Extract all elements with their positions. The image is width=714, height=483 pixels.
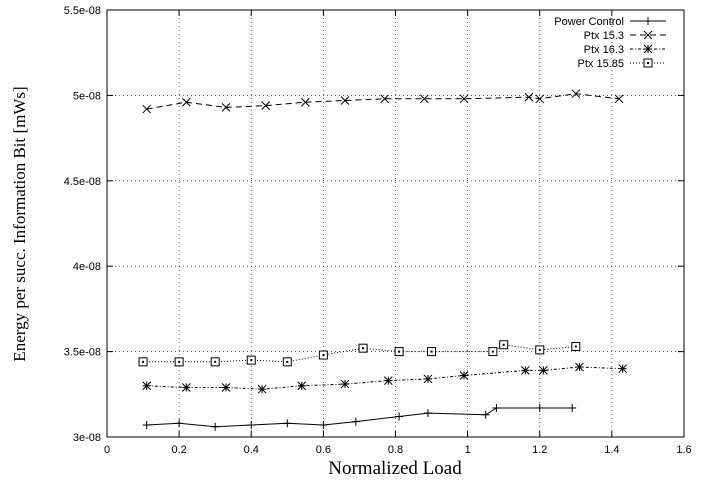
- data-point: [297, 381, 307, 391]
- legend-swatch-marker: [643, 44, 653, 54]
- series-line: [146, 407, 573, 428]
- data-point: [358, 343, 368, 353]
- axis-ticks: 0 0.2 0.4 0.6 0.8 1 1.2 1.4 1.6 3e-08 3.5e-08 4e-08…: [64, 5, 692, 456]
- series-ptx-15-3: [142, 89, 624, 114]
- legend-label: Ptx 15.3: [584, 30, 624, 42]
- y-tick-label: 3.5e-08: [64, 347, 101, 359]
- data-point: [340, 379, 350, 389]
- data-point: [261, 101, 271, 111]
- legend-label: Ptx 15.85: [578, 58, 624, 70]
- data-point: [419, 94, 429, 104]
- data-point: [318, 350, 328, 360]
- data-point: [618, 364, 628, 374]
- data-point: [459, 371, 469, 380]
- x-axis-title: Normalized Load: [328, 458, 462, 479]
- y-tick-label: 4.5e-08: [64, 176, 101, 188]
- data-point: [221, 103, 231, 112]
- data-point: [395, 412, 404, 421]
- data-point: [614, 94, 624, 104]
- data-point: [535, 403, 544, 412]
- legend-label: Ptx 16.3: [584, 44, 624, 56]
- data-point: [535, 345, 545, 355]
- data-point: [488, 347, 498, 357]
- data-point: [459, 94, 469, 104]
- data-point: [257, 384, 267, 394]
- data-point: [571, 341, 581, 351]
- data-point: [246, 355, 256, 365]
- data-point: [492, 403, 501, 412]
- data-point: [520, 366, 530, 375]
- x-tick-label: 0: [104, 444, 110, 456]
- data-point: [351, 417, 360, 426]
- data-point: [423, 374, 433, 384]
- x-tick-label: 1.6: [676, 444, 691, 456]
- data-point: [211, 422, 220, 431]
- legend: Power Control Ptx 15.3 Ptx 16.3 Ptx 15.85: [554, 16, 666, 70]
- series-power-control: [142, 403, 577, 431]
- x-tick-label: 1: [465, 444, 471, 456]
- y-tick-label: 5e-08: [73, 90, 101, 102]
- data-point: [174, 357, 184, 367]
- y-axis-title: Energy per succ. Information Bit [mWs]: [10, 86, 29, 361]
- data-point: [394, 347, 404, 357]
- legend-swatch-marker: [644, 17, 652, 25]
- data-point: [568, 403, 577, 412]
- data-point: [535, 94, 545, 104]
- series-ptx-16-3: [142, 362, 628, 394]
- data-point: [210, 357, 220, 367]
- x-tick-label: 0.2: [171, 444, 186, 456]
- data-point: [142, 104, 152, 114]
- y-tick-label: 5.5e-08: [64, 5, 101, 17]
- series-line: [146, 93, 620, 110]
- data-point: [499, 340, 509, 350]
- data-point: [340, 96, 350, 105]
- y-tick-label: 4e-08: [73, 261, 101, 273]
- data-point: [524, 92, 534, 102]
- data-point: [138, 357, 148, 367]
- series-line: [146, 366, 623, 390]
- x-tick-label: 1.4: [604, 444, 619, 456]
- data-point: [175, 419, 184, 428]
- x-tick-label: 0.6: [316, 444, 331, 456]
- data-point: [221, 383, 231, 392]
- data-point: [181, 383, 191, 392]
- legend-label: Power Control: [554, 16, 624, 28]
- series-ptx-15-85: [138, 340, 581, 367]
- x-tick-label: 1.2: [532, 444, 547, 456]
- data-point: [142, 381, 152, 391]
- data-point: [247, 421, 256, 430]
- data-point: [283, 419, 292, 428]
- x-tick-label: 0.4: [244, 444, 259, 456]
- data-point: [142, 421, 151, 430]
- x-tick-label: 0.8: [388, 444, 403, 456]
- grid-lines: [107, 10, 684, 437]
- data-point: [383, 376, 393, 385]
- legend-swatch-marker: [643, 58, 653, 68]
- data-point: [571, 89, 581, 99]
- data-point: [282, 357, 292, 367]
- data-point: [539, 366, 548, 375]
- data-point: [575, 362, 584, 372]
- data-point: [300, 97, 310, 107]
- data-point: [181, 97, 191, 107]
- data-point: [380, 94, 390, 104]
- data-point: [481, 410, 490, 419]
- legend-swatch-marker: [643, 30, 653, 40]
- data-point: [423, 409, 432, 418]
- series-layer: [138, 89, 628, 431]
- y-tick-label: 3e-08: [73, 432, 101, 444]
- data-point: [427, 347, 437, 357]
- data-point: [319, 421, 328, 430]
